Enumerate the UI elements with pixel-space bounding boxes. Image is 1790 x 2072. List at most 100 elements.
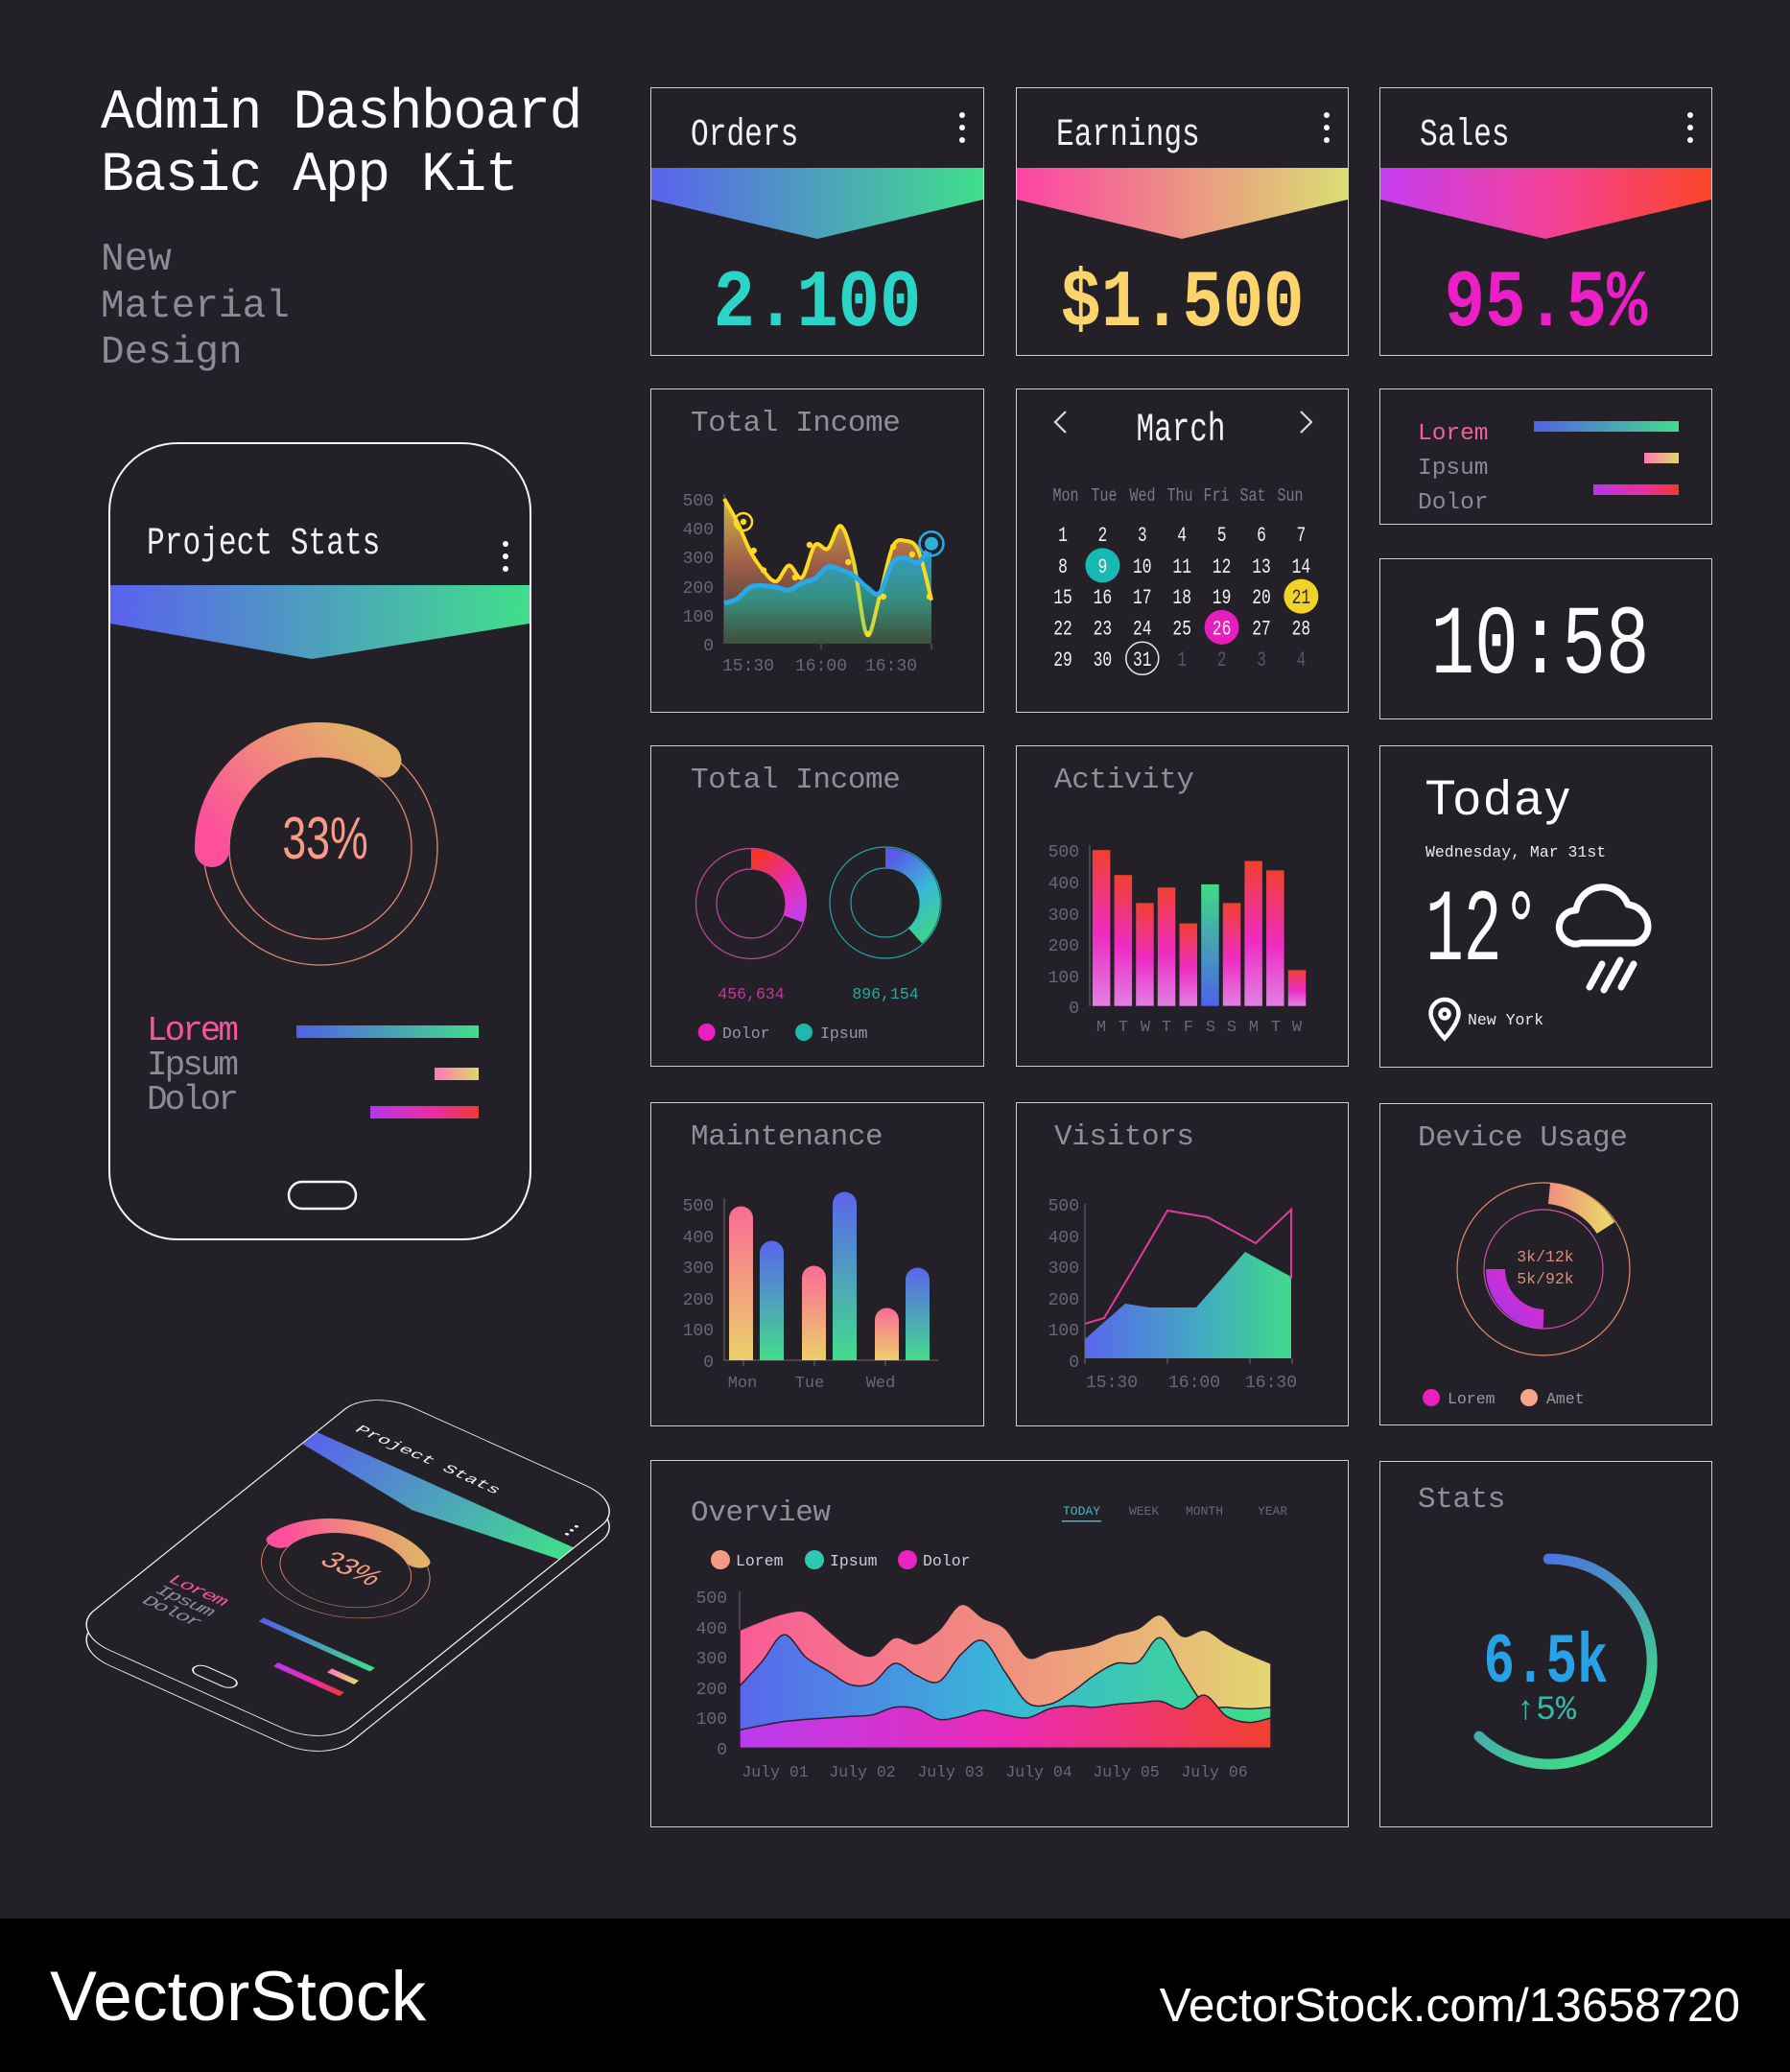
svg-text:14: 14 — [1292, 555, 1311, 579]
svg-text:T: T — [1271, 1019, 1281, 1037]
svg-text:6: 6 — [1257, 524, 1266, 548]
svg-text:Fri: Fri — [1204, 485, 1230, 506]
svg-text:Tue: Tue — [795, 1375, 825, 1393]
svg-text:18: 18 — [1172, 586, 1191, 610]
svg-text:W: W — [1141, 1019, 1151, 1037]
svg-text:400: 400 — [1048, 1229, 1079, 1248]
svg-text:5: 5 — [1217, 524, 1227, 548]
svg-text:17: 17 — [1133, 586, 1152, 610]
svg-text:Thu: Thu — [1167, 485, 1193, 506]
svg-text:Ipsum: Ipsum — [820, 1024, 868, 1043]
svg-text:S: S — [1227, 1019, 1237, 1037]
svg-text:29: 29 — [1053, 648, 1072, 672]
svg-text:11: 11 — [1172, 555, 1191, 579]
svg-text:M: M — [1096, 1019, 1106, 1037]
svg-text:Lorem: Lorem — [736, 1552, 784, 1570]
svg-text:Dolor: Dolor — [722, 1024, 770, 1043]
svg-text:WEEK: WEEK — [1129, 1504, 1159, 1519]
svg-text:27: 27 — [1252, 618, 1271, 642]
svg-text:Ipsum: Ipsum — [830, 1552, 878, 1570]
svg-text:F: F — [1184, 1019, 1193, 1037]
svg-text:3: 3 — [1138, 524, 1147, 548]
svg-text:21: 21 — [1292, 586, 1311, 610]
svg-text:March: March — [1137, 407, 1226, 453]
svg-text:300: 300 — [1048, 1260, 1079, 1279]
svg-text:26: 26 — [1213, 618, 1232, 642]
svg-text:Wed: Wed — [866, 1375, 896, 1393]
svg-text:Lorem: Lorem — [1448, 1390, 1496, 1408]
svg-text:2: 2 — [1217, 648, 1227, 672]
svg-text:896,154: 896,154 — [852, 985, 918, 1003]
svg-text:100: 100 — [683, 608, 714, 627]
svg-text:July 01: July 01 — [742, 1763, 808, 1781]
svg-text:20: 20 — [1252, 586, 1271, 610]
svg-text:13: 13 — [1252, 555, 1271, 579]
svg-text:Dolor: Dolor — [923, 1552, 971, 1570]
svg-text:Dolor: Dolor — [147, 1080, 236, 1119]
svg-text:4: 4 — [1177, 524, 1187, 548]
svg-text:MONTH: MONTH — [1186, 1504, 1223, 1519]
svg-text:0: 0 — [717, 1741, 727, 1760]
svg-text:33%: 33% — [282, 806, 367, 872]
svg-text:400: 400 — [683, 521, 714, 540]
svg-text:100: 100 — [696, 1710, 727, 1730]
svg-text:16:00: 16:00 — [1168, 1374, 1220, 1393]
svg-text:July 03: July 03 — [917, 1763, 983, 1781]
svg-text:300: 300 — [696, 1650, 727, 1669]
svg-text:M: M — [1249, 1019, 1259, 1037]
svg-text:19: 19 — [1213, 586, 1232, 610]
svg-text:9: 9 — [1098, 555, 1108, 579]
svg-text:Amet: Amet — [1546, 1390, 1585, 1408]
svg-text:16:30: 16:30 — [1245, 1374, 1297, 1393]
svg-text:TODAY: TODAY — [1063, 1504, 1100, 1519]
svg-text:25: 25 — [1172, 618, 1191, 642]
svg-text:Mon: Mon — [1053, 485, 1079, 506]
svg-text:1: 1 — [1177, 648, 1187, 672]
svg-text:22: 22 — [1053, 618, 1072, 642]
svg-text:Dolor: Dolor — [1418, 490, 1489, 516]
svg-text:4: 4 — [1297, 648, 1307, 672]
svg-text:300: 300 — [1048, 906, 1079, 926]
svg-text:3: 3 — [1257, 648, 1266, 672]
svg-text:15:30: 15:30 — [722, 657, 774, 676]
svg-text:200: 200 — [1048, 1291, 1079, 1310]
svg-text:2: 2 — [1098, 524, 1108, 548]
svg-text:500: 500 — [696, 1589, 727, 1609]
svg-text:Tue: Tue — [1092, 485, 1118, 506]
svg-text:16:30: 16:30 — [865, 657, 917, 676]
svg-text:200: 200 — [1048, 937, 1079, 956]
svg-text:28: 28 — [1292, 618, 1311, 642]
svg-text:500: 500 — [1048, 1197, 1079, 1216]
svg-text:0: 0 — [703, 1354, 714, 1373]
svg-text:T: T — [1119, 1019, 1128, 1037]
svg-text:S: S — [1206, 1019, 1215, 1037]
svg-text:500: 500 — [1048, 843, 1079, 862]
svg-text:100: 100 — [1048, 1322, 1079, 1341]
svg-text:33%: 33% — [313, 1547, 389, 1590]
svg-text:200: 200 — [683, 579, 714, 599]
svg-text:0: 0 — [703, 637, 714, 656]
svg-text:July 04: July 04 — [1005, 1763, 1072, 1781]
svg-text:T: T — [1162, 1019, 1171, 1037]
svg-text:12: 12 — [1213, 555, 1232, 579]
svg-text:8: 8 — [1058, 555, 1068, 579]
svg-text:23: 23 — [1094, 618, 1113, 642]
svg-text:16:00: 16:00 — [795, 657, 847, 676]
svg-text:0: 0 — [1069, 1354, 1079, 1373]
svg-text:300: 300 — [683, 1260, 714, 1279]
svg-text:500: 500 — [683, 492, 714, 511]
svg-text:5k/92k: 5k/92k — [1517, 1270, 1574, 1288]
svg-text:100: 100 — [683, 1322, 714, 1341]
svg-text:YEAR: YEAR — [1258, 1504, 1287, 1519]
svg-text:July 02: July 02 — [829, 1763, 895, 1781]
svg-text:10: 10 — [1133, 555, 1152, 579]
svg-text:31: 31 — [1133, 648, 1152, 672]
svg-text:100: 100 — [1048, 969, 1079, 988]
svg-text:30: 30 — [1094, 648, 1113, 672]
svg-text:400: 400 — [696, 1620, 727, 1639]
svg-text:July 06: July 06 — [1181, 1763, 1247, 1781]
svg-text:300: 300 — [683, 550, 714, 569]
svg-text:456,634: 456,634 — [718, 985, 784, 1003]
svg-text:15: 15 — [1053, 586, 1072, 610]
svg-text:400: 400 — [1048, 875, 1079, 894]
